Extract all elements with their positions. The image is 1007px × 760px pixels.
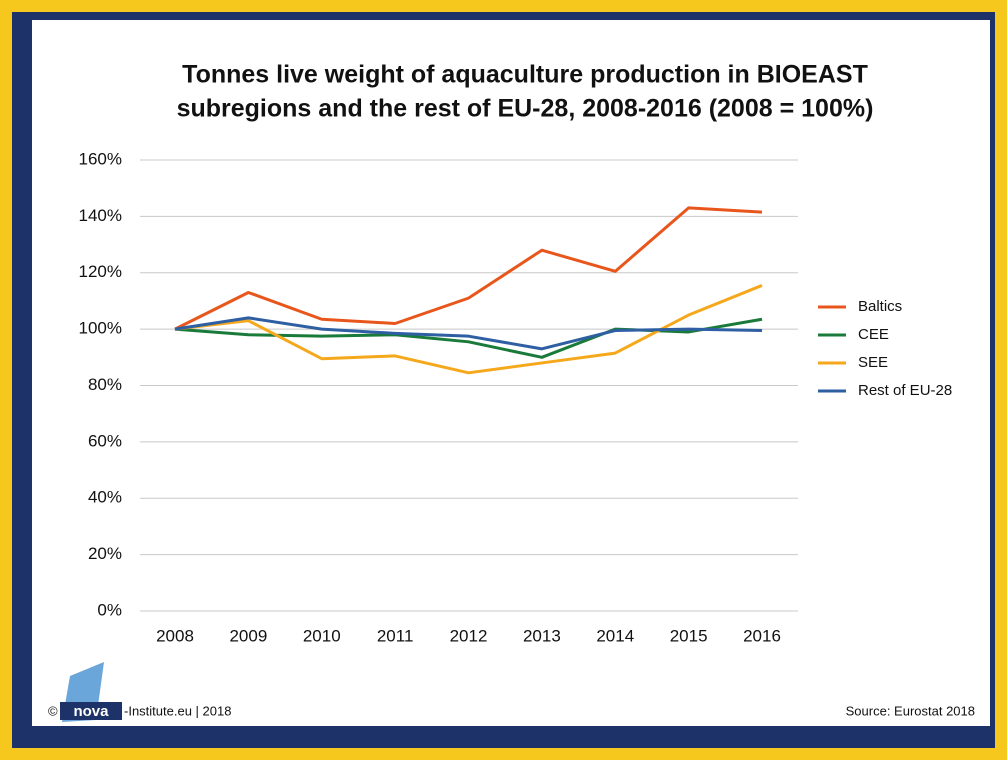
chart-title: subregions and the rest of EU-28, 2008-2…	[177, 95, 874, 123]
y-tick-label: 20%	[88, 544, 122, 563]
x-tick-label: 2009	[229, 626, 267, 645]
x-tick-label: 2011	[377, 626, 414, 645]
x-tick-label: 2012	[450, 626, 488, 645]
legend-label: SEE	[858, 354, 888, 371]
y-tick-label: 120%	[79, 262, 122, 281]
y-tick-label: 0%	[97, 600, 122, 619]
x-tick-label: 2015	[670, 626, 708, 645]
y-tick-label: 140%	[79, 206, 122, 225]
chart: Tonnes live weight of aquaculture produc…	[0, 0, 1007, 760]
x-tick-label: 2014	[596, 626, 634, 645]
x-tick-label: 2016	[743, 626, 781, 645]
institute: -Institute.eu | 2018	[124, 703, 231, 718]
x-tick-label: 2008	[156, 626, 194, 645]
copyright: ©	[48, 703, 58, 718]
y-tick-label: 160%	[79, 149, 122, 168]
x-tick-label: 2013	[523, 626, 561, 645]
panel	[32, 20, 990, 726]
y-tick-label: 60%	[88, 431, 122, 450]
logo: nova	[73, 703, 109, 720]
source: Source: Eurostat 2018	[846, 703, 975, 718]
x-tick-label: 2010	[303, 626, 341, 645]
y-tick-label: 40%	[88, 488, 122, 507]
legend-label: CEE	[858, 326, 889, 343]
chart-title: Tonnes live weight of aquaculture produc…	[182, 61, 868, 89]
y-tick-label: 100%	[79, 319, 122, 338]
y-tick-label: 80%	[88, 375, 122, 394]
legend-label: Rest of EU-28	[858, 382, 952, 399]
legend-label: Baltics	[858, 298, 902, 315]
